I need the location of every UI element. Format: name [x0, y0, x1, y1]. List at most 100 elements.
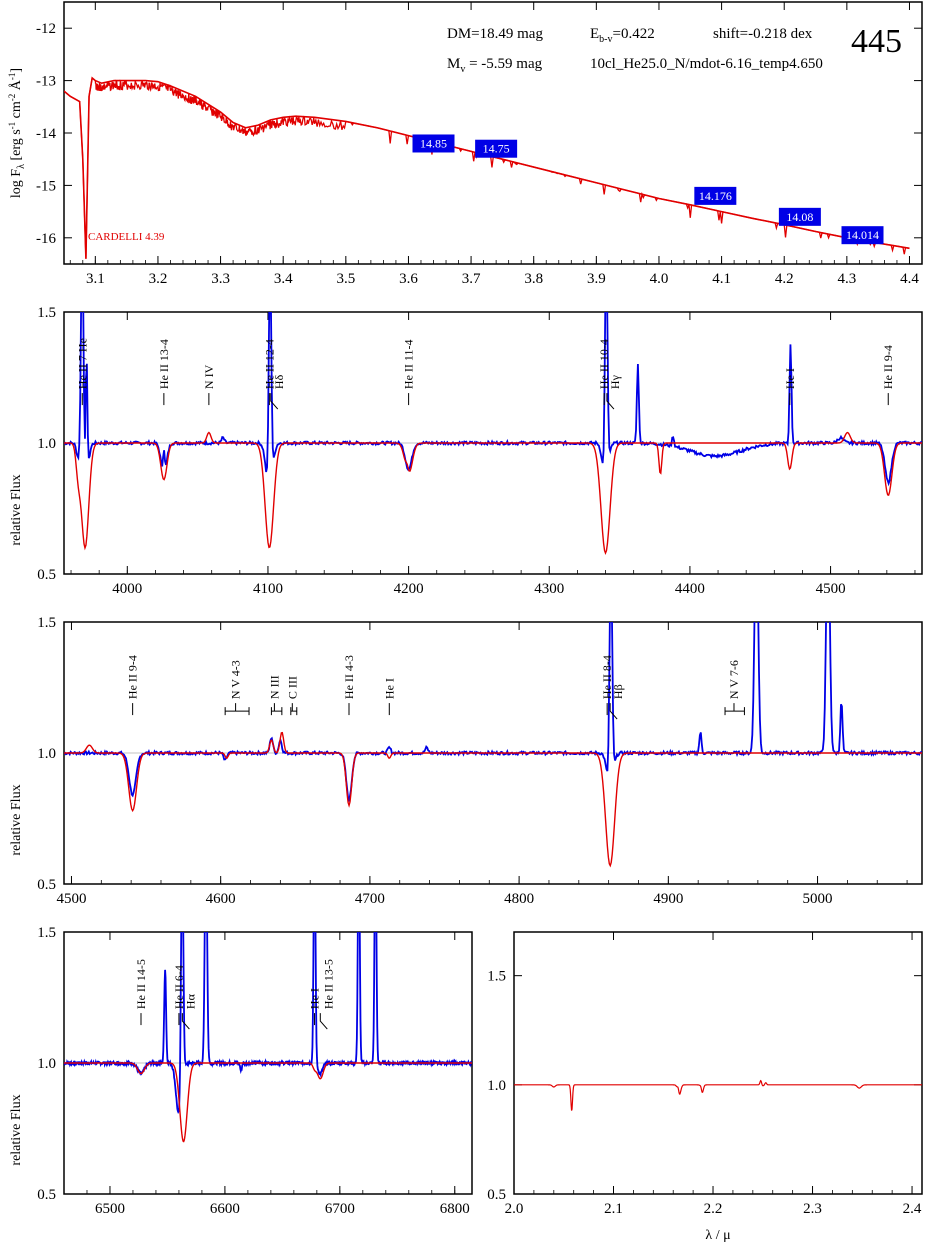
x-tick-label: 6500	[95, 1201, 125, 1217]
x-tick-label: 3.3	[211, 271, 230, 287]
photometry-label: 14.08	[786, 210, 813, 224]
x-tick-label: 4.0	[650, 271, 669, 287]
blue-2-line-labels: He II 9-4 N V 4-3 N III C III He II 4-3 He I H…	[126, 655, 745, 720]
dm-text: DM=18.49 mag	[447, 26, 543, 42]
x-tick-label: 4200	[394, 581, 424, 597]
ir-curves	[514, 1079, 922, 1111]
blue-2-curves	[64, 622, 922, 868]
line-label: He I	[382, 678, 396, 699]
x-tick-label: 4.4	[900, 271, 919, 287]
line-label: He II 8-4	[600, 655, 614, 699]
x-tick-label: 3.7	[462, 271, 481, 287]
model-label: CARDELLI 4.39	[88, 231, 165, 243]
blue-2-ticks	[64, 621, 922, 885]
blue-1-tick-labels: 4000 4100 4200 4300 4400 4500 0.5 1.0 1.5	[37, 305, 845, 597]
y-tick-label: 0.5	[37, 1187, 56, 1203]
line-label: He II 11-4	[402, 340, 416, 390]
line-bracket	[270, 703, 283, 716]
blue-2-ylabel: relative Flux	[9, 784, 24, 855]
x-tick-label: 2.3	[803, 1201, 822, 1217]
sed-model-curve	[64, 76, 910, 259]
line-label: He II 6-4	[172, 965, 186, 1009]
y-tick-label: -13	[36, 74, 56, 90]
y-tick-label: 1.0	[487, 1078, 506, 1094]
x-tick-label: 4500	[56, 891, 86, 907]
ebv-text: Eb-v=0.422	[590, 26, 655, 45]
line-label: Hδ	[272, 374, 286, 389]
line-bracket	[290, 703, 298, 716]
line-label: He I	[308, 988, 322, 1009]
x-tick-label: 4.2	[775, 271, 794, 287]
model-spectrum	[64, 731, 922, 868]
y-tick-label: 1.5	[37, 615, 56, 631]
x-tick-label: 3.1	[86, 271, 105, 287]
x-tick-label: 3.4	[274, 271, 293, 287]
x-tick-label: 4300	[534, 581, 564, 597]
sed-tick-labels: 3.1 3.2 3.3 3.4 3.5 3.6 3.7 3.8 3.9 4.0 4.1 4.2 4.3 4…	[36, 21, 919, 287]
star-id: 445	[851, 23, 902, 60]
photometry-box	[841, 226, 884, 245]
sed-model-line	[64, 76, 910, 259]
blue-1-panel: 4000 4100 4200 4300 4400 4500 0.5 1.0 1.5 relati…	[9, 305, 923, 597]
line-label: He II 9-4	[881, 345, 895, 389]
y-tick-label: -12	[36, 21, 56, 37]
x-tick-label: 2.4	[903, 1201, 922, 1217]
y-tick-label: 1.5	[487, 969, 506, 985]
line-label: Hγ	[608, 374, 622, 389]
shift-text: shift=-0.218 dex	[713, 26, 813, 42]
line-label: He II 13-5	[321, 959, 335, 1009]
line-label: N V 7-6	[727, 660, 741, 699]
y-tick-label: 1.0	[37, 1056, 56, 1072]
x-tick-label: 4000	[112, 581, 142, 597]
y-tick-label: 1.5	[37, 925, 56, 941]
line-bracket	[224, 703, 250, 716]
x-tick-label: 4900	[653, 891, 683, 907]
y-tick-label: -15	[36, 178, 56, 194]
line-label: N III	[267, 675, 281, 699]
line-label: He II 10-4	[597, 339, 611, 389]
red-tick-labels: 6500 6600 6700 6800 0.5 1.0 1.5	[37, 925, 470, 1217]
line-hook	[609, 703, 618, 720]
line-label: Hβ	[611, 684, 625, 699]
x-tick-label: 4800	[504, 891, 534, 907]
x-tick-label: 3.2	[149, 271, 168, 287]
y-tick-label: 1.0	[37, 746, 56, 762]
line-label: He II 12-4	[262, 339, 276, 389]
sed-model-envelope	[64, 76, 910, 259]
x-tick-label: 3.6	[399, 271, 418, 287]
line-label: He II 4-3	[342, 655, 356, 699]
photometry-label: 14.176	[699, 189, 732, 203]
ir-panel: 2.0 2.1 2.2 2.3 2.4 0.5 1.0 1.5 λ / μ	[487, 931, 923, 1243]
blue-1-curves	[64, 312, 922, 555]
blue-1-ylabel: relative Flux	[9, 474, 24, 545]
photometry-box	[475, 139, 518, 158]
y-tick-label: -14	[36, 126, 56, 142]
red-ylabel: relative Flux	[9, 1094, 24, 1165]
line-hook	[270, 393, 279, 410]
x-tick-label: 2.1	[604, 1201, 623, 1217]
sed-photometry: 14.85 14.75 14.176 14.08 14.014	[412, 134, 884, 245]
x-tick-label: 2.0	[505, 1201, 524, 1217]
sed-ylabel: log Fλ [erg s-1 cm-2 Å-1]	[7, 68, 27, 198]
line-label: C III	[285, 676, 299, 699]
observed-spectrum	[64, 622, 922, 802]
ir-frame	[513, 931, 923, 1195]
x-tick-label: 6700	[325, 1201, 355, 1217]
model-name-text: 10cl_He25.0_N/mdot-6.16_temp4.650	[590, 56, 823, 72]
sed-panel: 3.1 3.2 3.3 3.4 3.5 3.6 3.7 3.8 3.9 4.0 4.1 4.2 4.3 4…	[7, 1, 923, 287]
x-tick-label: 4700	[355, 891, 385, 907]
photometry-label: 14.85	[420, 136, 447, 150]
line-hook	[606, 393, 615, 410]
y-tick-label: 1.5	[37, 305, 56, 321]
x-tick-label: 3.8	[524, 271, 543, 287]
blue-2-panel: 4500 4600 4700 4800 4900 5000 0.5 1.0 1.5 relati…	[9, 615, 923, 907]
observed-spectrum	[64, 312, 922, 487]
photometry-label: 14.75	[483, 142, 510, 156]
y-tick-label: 0.5	[37, 567, 56, 583]
x-tick-label: 5000	[803, 891, 833, 907]
line-label: He II 7 He	[75, 338, 89, 389]
model-spectrum	[64, 1062, 472, 1143]
x-tick-label: 6800	[440, 1201, 470, 1217]
